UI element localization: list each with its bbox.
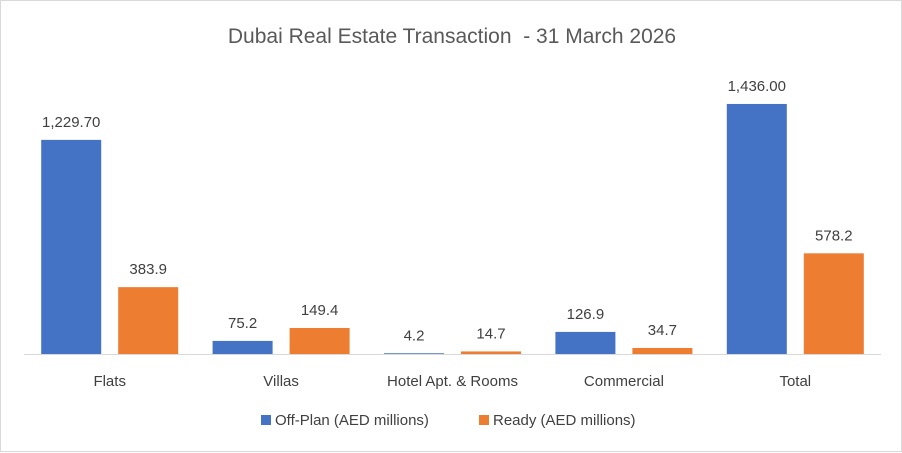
x-tick-label: Hotel Apt. & Rooms xyxy=(387,373,518,390)
data-label: 14.7 xyxy=(476,325,505,342)
x-tick-label: Flats xyxy=(93,373,126,390)
bars-layer: 1,229.70 383.9 75.2 149.4 4.2 14.7 126.9 34.7 1,… xyxy=(41,78,864,354)
bar-ready-2 xyxy=(461,351,521,354)
data-label: 75.2 xyxy=(228,315,257,332)
data-label: 1,229.70 xyxy=(42,114,100,131)
data-label: 149.4 xyxy=(301,302,339,319)
bar-ready-3 xyxy=(632,347,693,354)
bar-off-plan-0 xyxy=(41,139,102,354)
data-label: 4.2 xyxy=(404,327,425,344)
bar-off-plan-2 xyxy=(384,353,444,354)
x-tick-label: Total xyxy=(779,373,811,390)
legend-label: Off-Plan (AED millions) xyxy=(275,412,429,429)
chart-title: Dubai Real Estate Transaction - 31 March… xyxy=(228,25,676,48)
legend: Off-Plan (AED millions) Ready (AED millio… xyxy=(261,412,636,429)
data-label: 578.2 xyxy=(815,227,853,244)
data-label: 383.9 xyxy=(129,261,167,278)
x-tick-labels: Flats Villas Hotel Apt. & Rooms Commercial T… xyxy=(93,373,811,390)
x-tick-label: Villas xyxy=(263,373,299,390)
data-label: 1,436.00 xyxy=(728,78,786,95)
bar-off-plan-4 xyxy=(726,103,787,354)
legend-swatch-ready xyxy=(479,415,489,425)
data-label: 34.7 xyxy=(648,322,677,339)
legend-label: Ready (AED millions) xyxy=(493,412,636,429)
data-label: 126.9 xyxy=(567,306,605,323)
bar-ready-0 xyxy=(118,287,179,354)
bar-ready-4 xyxy=(803,253,864,354)
bar-off-plan-1 xyxy=(212,340,273,354)
legend-swatch-off-plan xyxy=(261,415,271,425)
x-tick-label: Commercial xyxy=(584,373,664,390)
bar-off-plan-3 xyxy=(555,331,616,354)
bar-ready-1 xyxy=(289,327,350,354)
